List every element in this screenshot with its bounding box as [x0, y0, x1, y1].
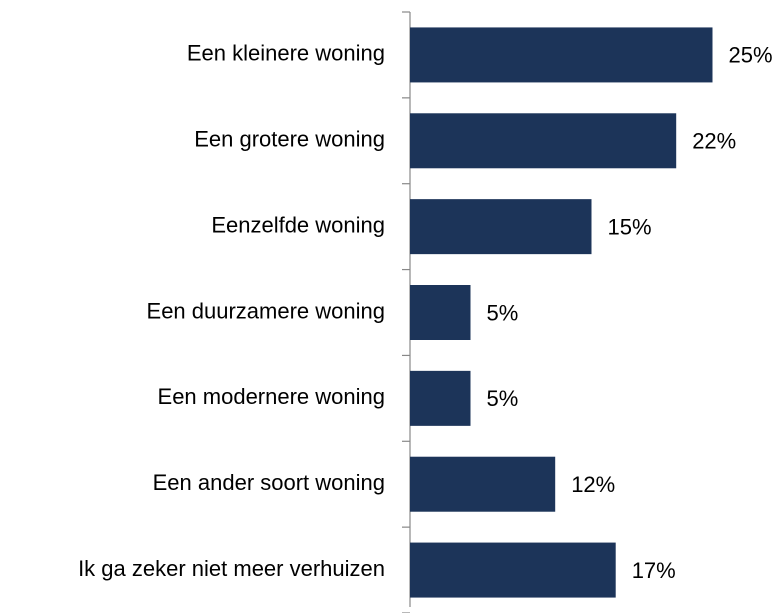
bar: [410, 113, 677, 169]
data-label: 17%: [632, 558, 676, 583]
category-label: Een modernere woning: [158, 384, 385, 409]
data-label: 5%: [487, 300, 519, 325]
category-label: Ik ga zeker niet meer verhuizen: [78, 556, 385, 581]
bar: [410, 370, 471, 426]
bar: [410, 27, 713, 83]
category-label: Een kleinere woning: [187, 41, 385, 66]
data-label: 25%: [729, 43, 773, 68]
category-label: Een ander soort woning: [153, 470, 385, 495]
data-label: 22%: [692, 129, 736, 154]
category-label: Een duurzamere woning: [147, 298, 385, 323]
bar: [410, 456, 556, 512]
data-label: 5%: [487, 386, 519, 411]
bar: [410, 199, 592, 255]
bar: [410, 285, 471, 340]
bar: [410, 542, 616, 598]
category-label: Een grotere woning: [194, 127, 385, 152]
category-label: Eenzelfde woning: [211, 212, 385, 237]
data-label: 15%: [608, 214, 652, 239]
data-label: 12%: [571, 472, 615, 497]
